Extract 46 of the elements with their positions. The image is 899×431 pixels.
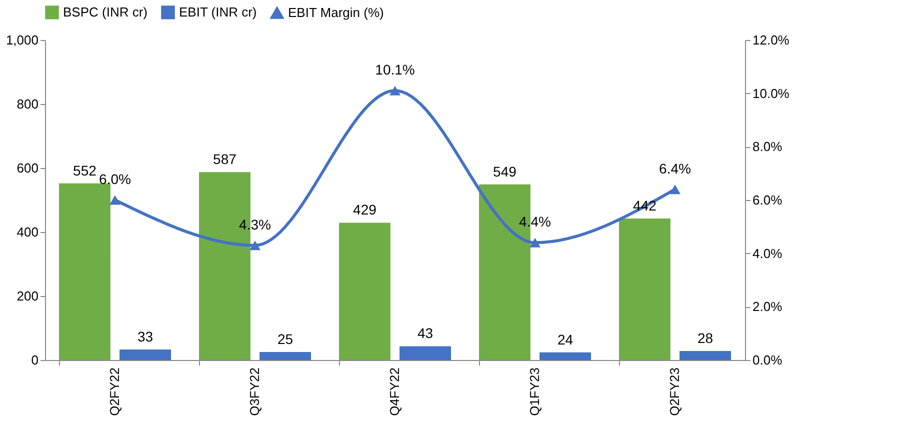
point [110,195,120,205]
legend-label: BSPC (INR cr) [63,4,148,20]
x-tick-label: Q1FY23 [527,368,542,416]
y2-tick-label: 10.0% [752,86,790,101]
y-tick-label: 800 [16,96,38,112]
bar [120,349,171,360]
legend-label: EBIT (INR cr) [179,4,257,20]
point [670,184,680,194]
data-label: 24 [557,331,574,348]
bar [339,222,390,360]
y2-tick-label: 12.0% [752,32,790,48]
data-label: 587 [213,151,237,168]
y-tick-label: 1,000 [6,32,38,48]
point [390,86,400,96]
data-label: 10.1% [375,62,415,78]
data-label: 6.0% [99,171,131,187]
point [530,238,540,248]
bar [680,351,731,360]
data-label: 549 [493,163,517,180]
x-tick-label: Q2FY22 [107,368,122,416]
data-label: 28 [697,330,714,346]
bar [59,183,110,360]
data-label: 6.4% [659,160,691,176]
data-label: 25 [277,331,294,347]
y-tick-label: 400 [16,224,38,240]
y2-tick-label: 0.0% [752,352,783,368]
bar [619,218,670,360]
x-tick-label: Q2FY23 [667,368,682,416]
data-label: 33 [137,328,154,344]
y-tick-label: 200 [16,288,38,304]
bar [540,352,591,360]
x-tick-label: Q3FY22 [247,368,262,416]
x-tick-label: Q4FY22 [387,368,402,416]
data-label: 43 [417,325,434,342]
y2-tick-label: 2.0% [752,299,783,314]
data-label: 552 [73,162,97,178]
point [250,240,260,250]
y-tick-label: 0 [31,352,38,368]
data-label: 429 [353,202,377,218]
bar [400,346,451,360]
y2-tick-label: 4.0% [752,246,783,261]
y2-tick-label: 8.0% [752,139,783,154]
y2-tick-label: 6.0% [752,192,783,208]
legend-label: EBIT Margin (%) [288,4,384,20]
bar [260,352,311,360]
y-tick-label: 600 [16,160,38,176]
